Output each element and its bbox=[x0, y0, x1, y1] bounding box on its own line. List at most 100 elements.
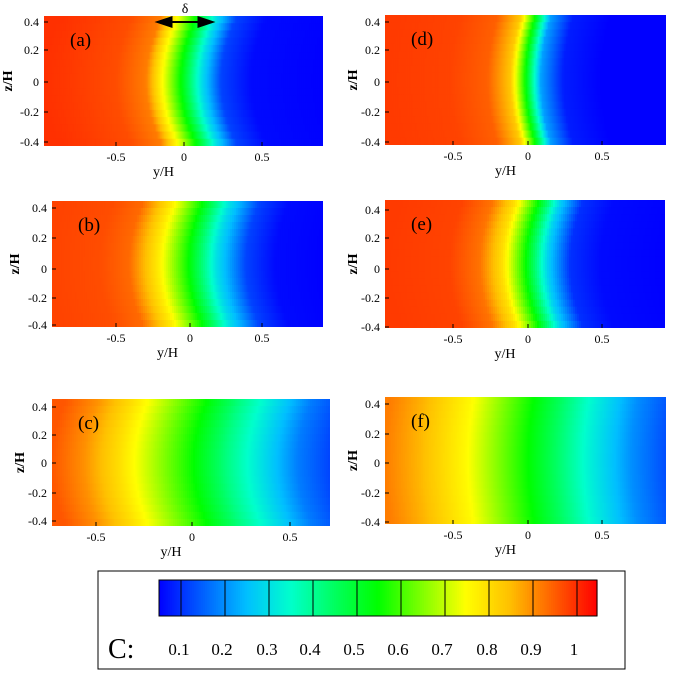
field-cell bbox=[269, 95, 272, 104]
field-cell bbox=[45, 131, 49, 140]
field-cell bbox=[195, 66, 199, 75]
field-cell bbox=[133, 264, 136, 272]
field-cell bbox=[75, 292, 78, 300]
field-cell bbox=[131, 208, 134, 216]
field-cell bbox=[55, 16, 59, 24]
field-cell bbox=[297, 222, 301, 230]
field-cell bbox=[169, 88, 173, 97]
field-cell bbox=[281, 102, 284, 111]
field-cell bbox=[52, 243, 55, 251]
field-cell bbox=[149, 59, 153, 68]
field-cell bbox=[109, 30, 113, 39]
field-cell bbox=[305, 257, 309, 265]
field-cell bbox=[63, 117, 67, 126]
field-cell bbox=[150, 271, 154, 279]
field-cell bbox=[290, 201, 293, 209]
field-cell bbox=[297, 124, 300, 133]
field-cell bbox=[241, 236, 245, 244]
field-cell bbox=[253, 278, 256, 286]
field-cell bbox=[226, 278, 229, 286]
field-cell bbox=[235, 299, 239, 307]
field-cell bbox=[119, 23, 123, 32]
field-cell bbox=[156, 313, 160, 321]
field-cell bbox=[287, 81, 290, 89]
field-cell bbox=[77, 30, 81, 39]
field-cell bbox=[277, 52, 280, 61]
field-cell bbox=[227, 73, 231, 82]
field-cell bbox=[170, 285, 173, 293]
field-cell bbox=[219, 30, 223, 39]
field-cell bbox=[261, 44, 264, 53]
field-cell bbox=[317, 66, 320, 75]
field-cell bbox=[268, 215, 272, 223]
field-cell bbox=[272, 271, 276, 279]
field-cell bbox=[266, 250, 270, 258]
field-cell bbox=[47, 131, 51, 140]
field-cell bbox=[235, 201, 239, 209]
field-cell bbox=[152, 306, 156, 314]
field-cell bbox=[81, 138, 85, 146]
field-cell bbox=[255, 66, 258, 75]
field-cell bbox=[141, 250, 144, 258]
field-cell bbox=[79, 208, 82, 216]
field-cell bbox=[139, 320, 142, 327]
field-cell bbox=[283, 52, 286, 61]
field-cell bbox=[155, 95, 159, 104]
field-cell bbox=[239, 30, 242, 39]
field-cell bbox=[148, 222, 152, 230]
field-cell bbox=[201, 138, 205, 146]
field-cell bbox=[249, 109, 252, 118]
field-cell bbox=[307, 88, 310, 97]
field-cell bbox=[295, 138, 298, 146]
field-cell bbox=[117, 243, 121, 251]
field-cell bbox=[106, 313, 109, 321]
field-cell bbox=[103, 131, 107, 140]
field-cell bbox=[199, 23, 203, 32]
field-cell bbox=[233, 299, 237, 307]
field-cell bbox=[85, 30, 89, 39]
field-cell bbox=[119, 131, 123, 140]
field-cell bbox=[267, 44, 270, 53]
field-cell bbox=[71, 285, 74, 293]
field-cell bbox=[101, 95, 105, 104]
field-cell bbox=[67, 102, 71, 111]
field-cell bbox=[233, 292, 237, 300]
field-cell bbox=[135, 299, 138, 307]
field-cell bbox=[171, 95, 175, 104]
field-cell bbox=[73, 73, 77, 82]
field-cell bbox=[65, 95, 69, 104]
field-cell bbox=[133, 215, 136, 223]
field-cell bbox=[183, 16, 187, 24]
field-cell bbox=[157, 59, 161, 68]
field-cell bbox=[225, 81, 229, 89]
field-cell bbox=[217, 37, 221, 46]
field-cell bbox=[131, 320, 134, 327]
field-cell bbox=[113, 124, 117, 133]
field-cell bbox=[303, 23, 306, 32]
field-cell bbox=[288, 257, 291, 265]
field-cell bbox=[239, 124, 242, 133]
field-cell bbox=[53, 66, 57, 75]
field-cell bbox=[293, 81, 296, 89]
field-cell bbox=[141, 271, 144, 279]
field-cell bbox=[168, 278, 171, 286]
field-cell bbox=[275, 73, 278, 82]
field-cell bbox=[170, 208, 173, 216]
field-cell bbox=[104, 236, 107, 244]
field-cell bbox=[123, 278, 127, 286]
field-cell bbox=[157, 16, 161, 24]
field-cell bbox=[204, 236, 208, 244]
field-cell bbox=[71, 236, 74, 244]
field-cell bbox=[90, 236, 94, 244]
field-cell bbox=[127, 215, 131, 223]
field-cell bbox=[117, 138, 121, 146]
field-cell bbox=[179, 264, 183, 272]
field-cell bbox=[173, 278, 177, 286]
field-cell bbox=[321, 243, 323, 251]
field-cell bbox=[191, 81, 195, 89]
field-cell bbox=[170, 306, 173, 314]
field-cell bbox=[109, 109, 113, 118]
field-cell bbox=[171, 131, 175, 140]
field-cell bbox=[249, 52, 252, 61]
field-cell bbox=[297, 201, 301, 209]
